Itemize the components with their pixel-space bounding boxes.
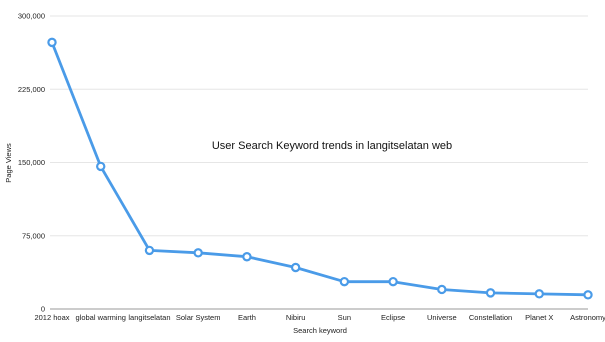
y-tick-label: 225,000 bbox=[18, 85, 45, 94]
data-point bbox=[437, 284, 447, 295]
data-point bbox=[290, 262, 301, 273]
data-point bbox=[193, 248, 203, 258]
y-tick-label: 150,000 bbox=[18, 158, 45, 167]
x-tick-label: Astronomy bbox=[570, 313, 605, 322]
y-axis-title: Page Views bbox=[4, 143, 13, 183]
series-layer bbox=[47, 37, 593, 300]
y-tick-label: 300,000 bbox=[18, 12, 45, 21]
x-tick-label: Nibiru bbox=[286, 313, 306, 322]
data-point bbox=[388, 276, 398, 287]
x-tick-labels: 2012 hoax global warming langitselatan Sola… bbox=[34, 313, 605, 322]
data-point bbox=[583, 290, 593, 300]
x-tick-label: Planet X bbox=[525, 313, 553, 322]
x-tick-label: langitselatan bbox=[128, 313, 170, 322]
data-point bbox=[339, 276, 350, 287]
x-tick-label: 2012 hoax bbox=[34, 313, 69, 322]
data-point bbox=[534, 289, 544, 299]
data-point bbox=[242, 252, 252, 262]
y-tick-label: 0 bbox=[41, 305, 45, 314]
x-tick-label: global warming bbox=[76, 313, 126, 322]
series-line bbox=[50, 41, 590, 297]
x-tick-label: Constellation bbox=[469, 313, 512, 322]
x-tick-label: Earth bbox=[238, 313, 256, 322]
y-tick-labels: 0 75,000 150,000 225,000 300,000 bbox=[18, 12, 45, 314]
data-point bbox=[144, 245, 155, 256]
x-tick-label: Eclipse bbox=[381, 313, 405, 322]
x-tick-label: Universe bbox=[427, 313, 457, 322]
chart-title: User Search Keyword trends in langitsela… bbox=[212, 140, 452, 152]
x-tick-label: Sun bbox=[338, 313, 351, 322]
y-tick-label: 75,000 bbox=[22, 231, 45, 240]
data-point bbox=[485, 288, 496, 298]
data-point bbox=[96, 161, 106, 172]
data-point bbox=[47, 37, 57, 48]
x-tick-label: Solar System bbox=[176, 313, 221, 322]
grid-lines bbox=[50, 15, 588, 310]
x-axis-title: Search keyword bbox=[293, 326, 347, 335]
